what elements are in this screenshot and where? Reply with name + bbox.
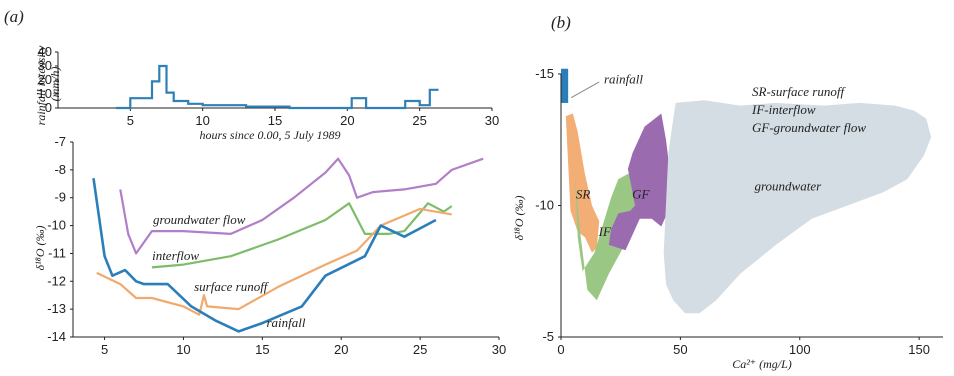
rainfall-band-label: rainfall — [604, 71, 643, 86]
rainfall-leader-line — [570, 81, 600, 99]
region-sr — [565, 113, 600, 253]
region-if — [575, 171, 643, 301]
region-label-sr: SR — [576, 187, 591, 202]
region-legend-text: SR-surface runoff IF-interflow GF-groundwa… — [751, 84, 866, 135]
series-annotation-surface-runoff: surface runoff — [194, 279, 270, 294]
time-y-tick-label: -12 — [47, 273, 66, 288]
rainfall-y-tick-label: 20 — [38, 72, 52, 87]
time-x-tick-label: 20 — [334, 342, 348, 357]
rainfall-x-tick-label: 10 — [195, 113, 209, 128]
time-y-tick-label: -14 — [47, 329, 66, 344]
calcium-x-tick-label: 50 — [673, 342, 687, 357]
rainfall-x-tick-label: 20 — [340, 113, 354, 128]
time-x-tick-label: 30 — [492, 342, 506, 357]
calcium-x-tick-label: 100 — [789, 342, 811, 357]
rainfall-y-tick-label: 0 — [45, 100, 52, 115]
delta18o-y-axis-label-a: δ¹⁸O (‰) — [33, 225, 47, 270]
rainfall-y-axis-label-line1: rainfall intensity — [34, 45, 48, 125]
region-groundwater — [663, 100, 932, 314]
time-y-tick-label: -8 — [54, 162, 66, 177]
rainfall-x-tick-label: 5 — [127, 113, 134, 128]
time-x-tick-label: 25 — [413, 342, 427, 357]
calcium-y-tick-label: -10 — [535, 198, 554, 213]
rainfall-y-tick-label: 30 — [38, 58, 52, 73]
rainfall-y-axis-label-line2: (mm/h) — [48, 67, 62, 102]
series-line-interflow — [151, 202, 453, 269]
calcium-x-tick-label: 0 — [557, 342, 564, 357]
rainfall-x-tick-label: 30 — [485, 113, 499, 128]
panel-a-label: (a) — [4, 7, 24, 26]
series-line-surface-runoff — [96, 207, 452, 316]
region-gf — [608, 113, 671, 251]
rainfall-y-axis-label: rainfall intensity (mm/h) — [34, 43, 62, 126]
region-legend-entry: GF-groundwater flow — [752, 120, 866, 135]
rainfall-y-tick-label: 40 — [38, 44, 52, 59]
time-x-tick-label: 15 — [255, 342, 269, 357]
rainfall-y-tick-label: 10 — [38, 86, 52, 101]
panel-b-label: (b) — [551, 13, 571, 32]
time-x-tick-label: 10 — [176, 342, 190, 357]
delta18o-time-plot: -7 -8 -9 -10 -11 -12 -13 -14 5 10 15 20 25 30 groundwa… — [47, 134, 506, 357]
delta18o-y-axis-label-b: δ¹⁸O (‰) — [512, 195, 526, 240]
series-annotation-interflow: interflow — [152, 248, 199, 263]
region-legend-entry: IF-interflow — [751, 102, 816, 117]
region-label-if: IF — [598, 224, 612, 239]
hours-x-axis-label: hours since 0.00, 5 July 1989 — [200, 128, 341, 142]
calcium-y-tick-label: -5 — [542, 329, 554, 344]
region-label-gf: GF — [632, 186, 650, 201]
time-y-tick-label: -7 — [54, 134, 66, 149]
rainfall-band — [561, 68, 569, 103]
series-annotation-groundwater-flow: groundwater flow — [153, 212, 246, 227]
series-annotation-rainfall: rainfall — [266, 315, 305, 330]
calcium-y-tick-label: -15 — [535, 66, 554, 81]
rainfall-intensity-line — [115, 64, 439, 110]
series-line-groundwater-flow — [119, 157, 484, 255]
region-legend-entry: SR-surface runoff — [752, 84, 846, 99]
time-y-tick-label: -9 — [54, 190, 66, 205]
calcium-x-axis-label: Ca²⁺ (mg/L) — [732, 357, 792, 371]
time-x-tick-label: 5 — [101, 342, 108, 357]
time-y-tick-label: -11 — [48, 245, 66, 260]
time-y-tick-label: -10 — [47, 218, 66, 233]
calcium-x-tick-label: 150 — [908, 342, 930, 357]
time-y-tick-label: -13 — [47, 301, 66, 316]
delta18o-calcium-plot: SR IF GF groundwater rainfall -15 -10 -50 50 100 1… — [535, 66, 943, 357]
rainfall-x-tick-label: 25 — [412, 113, 426, 128]
region-label-groundwater: groundwater — [754, 179, 822, 194]
series-line-rainfall — [92, 178, 437, 333]
rainfall-x-tick-label: 15 — [268, 113, 282, 128]
